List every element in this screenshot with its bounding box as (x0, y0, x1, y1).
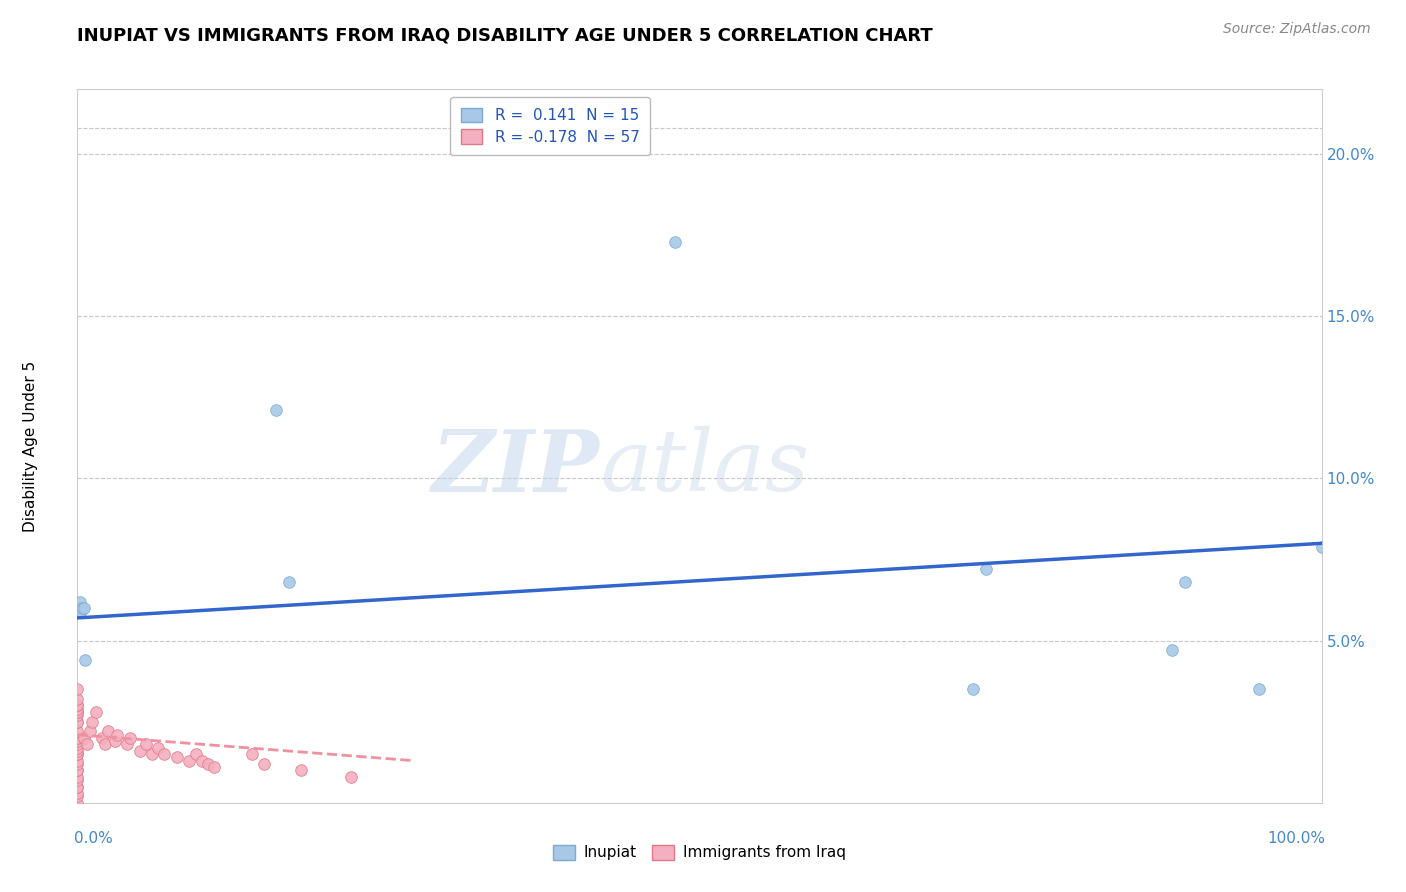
Point (66, 756, 89, 771)
Point (240, 747, 263, 761)
Point (141, 747, 163, 761)
Point (66, 754, 89, 768)
Point (66, 601, 89, 615)
Point (148, 740, 170, 755)
Point (73, 653, 96, 667)
Point (66, 698, 89, 713)
Point (191, 754, 214, 768)
Point (118, 731, 141, 745)
Point (72, 601, 94, 615)
Point (184, 747, 207, 761)
Point (66, 724, 89, 739)
Point (66, 705, 89, 719)
Point (72, 601, 94, 615)
Point (253, 756, 276, 771)
Point (135, 738, 157, 752)
Point (974, 562, 997, 576)
Point (1249, 682, 1271, 697)
Point (202, 760, 225, 774)
Point (66, 789, 89, 804)
Point (79, 724, 101, 739)
Point (1174, 575, 1197, 590)
Point (197, 756, 219, 771)
Point (104, 734, 127, 748)
Point (105, 728, 128, 742)
Point (1310, 540, 1333, 554)
Text: 0.0%: 0.0% (73, 831, 112, 847)
Point (66, 682, 89, 697)
Point (93, 738, 115, 752)
Point (266, 403, 288, 417)
Point (340, 770, 363, 784)
Point (66, 731, 89, 745)
Point (277, 575, 299, 590)
Point (66, 747, 89, 761)
Point (70, 604, 93, 618)
Text: Disability Age Under 5: Disability Age Under 5 (22, 360, 38, 532)
Point (166, 750, 188, 764)
Point (97, 724, 120, 739)
Point (66, 796, 89, 810)
Point (66, 698, 89, 713)
Point (66, 740, 89, 755)
Point (115, 738, 138, 752)
Point (66, 780, 89, 794)
Point (66, 708, 89, 723)
Text: 100.0%: 100.0% (1267, 831, 1326, 847)
Point (290, 764, 312, 778)
Point (84, 705, 107, 719)
Text: INUPIAT VS IMMIGRANTS FROM IRAQ DISABILITY AGE UNDER 5 CORRELATION CHART: INUPIAT VS IMMIGRANTS FROM IRAQ DISABILI… (77, 27, 934, 45)
Point (66, 770, 89, 784)
Point (66, 738, 89, 752)
Text: ZIP: ZIP (432, 425, 600, 509)
Point (91, 731, 114, 745)
Point (76, 738, 98, 752)
Text: Source: ZipAtlas.com: Source: ZipAtlas.com (1223, 22, 1371, 37)
Point (66, 714, 89, 729)
Point (66, 714, 89, 729)
Point (1161, 643, 1184, 657)
Point (82, 714, 104, 729)
Point (66, 702, 89, 716)
Point (66, 786, 89, 800)
Point (66, 764, 89, 778)
Point (66, 705, 89, 719)
Point (66, 780, 89, 794)
Point (962, 682, 984, 697)
Point (72, 731, 94, 745)
Legend: Inupiat, Immigrants from Iraq: Inupiat, Immigrants from Iraq (547, 838, 852, 866)
Point (66, 744, 89, 758)
Point (66, 734, 89, 748)
Point (66, 773, 89, 788)
Point (153, 747, 176, 761)
Point (179, 754, 201, 768)
Point (128, 744, 150, 758)
Point (664, 235, 686, 249)
Text: atlas: atlas (600, 426, 808, 508)
Point (66, 764, 89, 778)
Point (69, 595, 91, 609)
Point (66, 731, 89, 745)
Point (66, 747, 89, 761)
Point (66, 692, 89, 706)
